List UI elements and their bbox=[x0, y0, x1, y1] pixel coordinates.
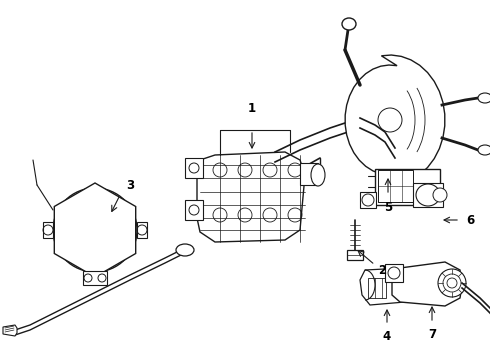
Bar bbox=[375, 169, 440, 205]
Bar bbox=[360, 192, 376, 208]
Text: 4: 4 bbox=[383, 329, 391, 342]
Ellipse shape bbox=[478, 93, 490, 103]
Text: 5: 5 bbox=[384, 201, 392, 213]
Ellipse shape bbox=[433, 188, 447, 202]
Circle shape bbox=[378, 108, 402, 132]
Circle shape bbox=[438, 269, 466, 297]
Polygon shape bbox=[392, 262, 462, 306]
Bar bbox=[378, 170, 413, 202]
Bar bbox=[385, 264, 403, 282]
Circle shape bbox=[53, 188, 137, 272]
Bar bbox=[43, 222, 53, 238]
Bar bbox=[83, 271, 107, 285]
Bar bbox=[185, 158, 203, 178]
Text: 6: 6 bbox=[466, 213, 474, 226]
Ellipse shape bbox=[311, 164, 325, 186]
Bar bbox=[368, 278, 386, 298]
Ellipse shape bbox=[416, 184, 440, 206]
Text: 2: 2 bbox=[378, 264, 386, 276]
Text: 3: 3 bbox=[126, 179, 134, 192]
Polygon shape bbox=[3, 325, 17, 336]
Bar bbox=[300, 163, 318, 185]
Polygon shape bbox=[345, 55, 445, 185]
Ellipse shape bbox=[176, 244, 194, 256]
Bar bbox=[185, 200, 203, 220]
Circle shape bbox=[87, 222, 103, 238]
Polygon shape bbox=[197, 152, 305, 242]
Text: 1: 1 bbox=[248, 102, 256, 114]
Bar bbox=[413, 183, 443, 207]
Polygon shape bbox=[54, 183, 136, 277]
Bar bbox=[347, 250, 363, 260]
Text: 7: 7 bbox=[428, 328, 436, 341]
Bar bbox=[137, 222, 147, 238]
Ellipse shape bbox=[478, 145, 490, 155]
Ellipse shape bbox=[342, 18, 356, 30]
Polygon shape bbox=[360, 268, 410, 305]
